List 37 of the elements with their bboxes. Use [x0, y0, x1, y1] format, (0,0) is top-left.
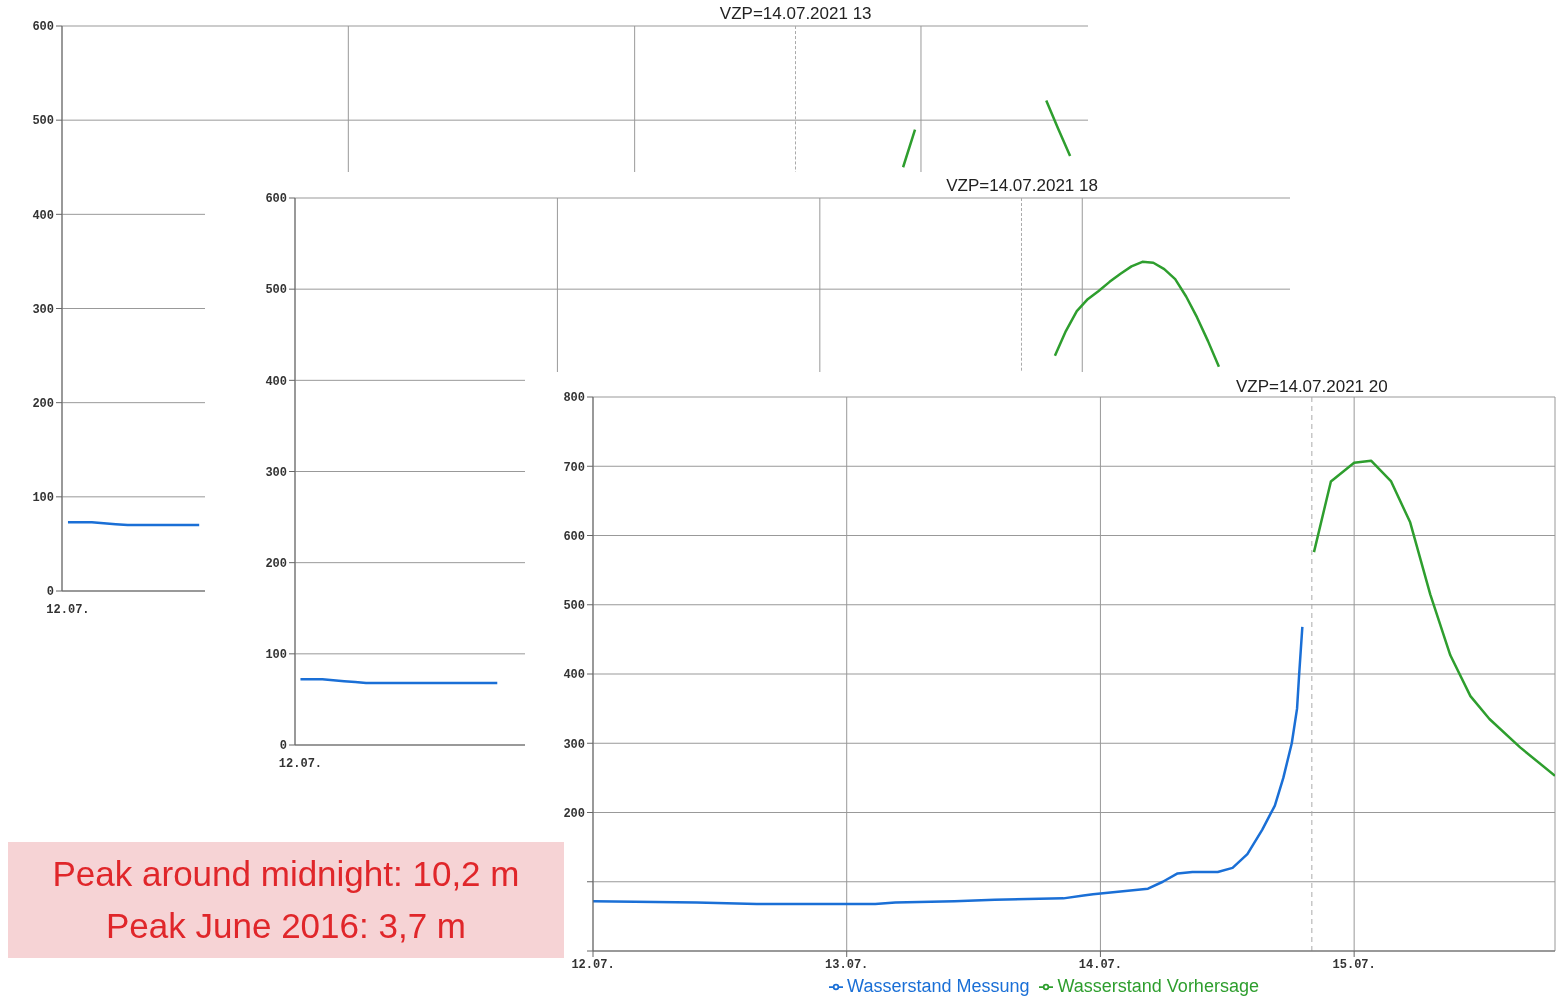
text: 12.07. — [45, 603, 91, 617]
y-tick-label: 400 — [265, 374, 287, 389]
y-tick-label: 0 — [46, 585, 54, 600]
y-tick-label: 700 — [563, 460, 585, 475]
y-tick-label: 300 — [563, 737, 585, 752]
y-tick-label: 500 — [265, 283, 287, 298]
y-tick-label: 500 — [563, 599, 585, 614]
text: Peak June 2016: 3,7 m — [105, 905, 467, 947]
y-tick-label: 100 — [265, 648, 287, 663]
y-tick-label: 0 — [279, 739, 287, 754]
y-tick-label: 400 — [563, 668, 585, 683]
y-tick-label: 500 — [32, 114, 54, 129]
y-tick-label: 800 — [563, 391, 585, 406]
line-series — [593, 625, 1304, 906]
y-tick-label: 600 — [563, 529, 585, 544]
y-tick-label: 400 — [32, 208, 54, 223]
y-tick-label: 600 — [32, 20, 54, 35]
x-tick-label: 13.07. — [825, 957, 869, 972]
y-tick-label: 100 — [32, 491, 54, 506]
line-series — [1312, 459, 1555, 778]
y-tick-label: 600 — [265, 192, 287, 207]
line-series — [1053, 260, 1221, 368]
ref-line-label: VZP=14.07.2021 20 — [1236, 377, 1388, 396]
annotation: VZP=14.07.2021 18 — [945, 176, 1099, 196]
legend-label: Wasserstand Vorhersage — [1057, 976, 1259, 996]
y-tick-label: 200 — [563, 806, 585, 821]
y-tick-label: 200 — [265, 556, 287, 571]
y-tick-label: 200 — [32, 396, 54, 411]
legend-label: Wasserstand Messung — [847, 976, 1030, 996]
text: VZP=14.07.2021 13 — [718, 4, 873, 24]
x-tick-label: 15.07. — [1332, 957, 1376, 972]
y-tick-label: 300 — [265, 465, 287, 480]
x-tick-label: 14.07. — [1078, 957, 1123, 972]
x-tick-label: 12.07. — [571, 957, 615, 972]
text: Peak around midnight: 10,2 m — [51, 853, 521, 895]
y-tick-label: 300 — [32, 302, 54, 317]
text: 12.07. — [277, 757, 324, 771]
